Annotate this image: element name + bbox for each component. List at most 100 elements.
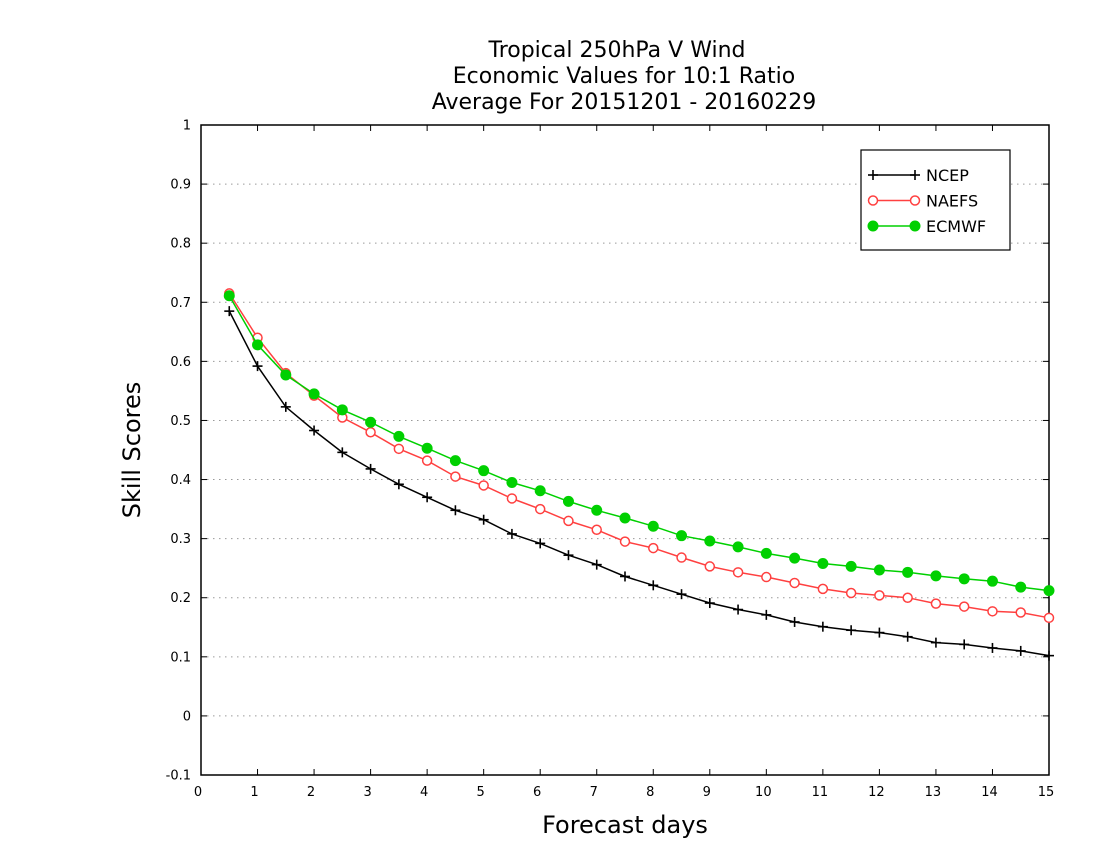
data-point-ecmwf xyxy=(704,535,716,547)
data-point-ncep xyxy=(337,447,348,458)
data-point-ncep xyxy=(959,639,970,650)
title-line-1: Tropical 250hPa V Wind xyxy=(487,38,745,63)
x-tick-label: 4 xyxy=(420,785,428,800)
legend-entry-naefs: NAEFS xyxy=(867,192,978,211)
data-point-ecmwf xyxy=(478,465,490,477)
data-point-ecmwf xyxy=(902,566,914,578)
data-point-ecmwf xyxy=(223,290,235,302)
data-point-naefs xyxy=(365,427,376,438)
x-tick-label: 10 xyxy=(755,785,772,800)
plot-frame xyxy=(200,124,1050,776)
data-point-ecmwf xyxy=(421,442,433,454)
data-point-ecmwf xyxy=(1043,585,1055,597)
data-point-ecmwf xyxy=(732,541,744,553)
data-point-ncep xyxy=(280,401,291,412)
data-point-naefs xyxy=(1015,607,1026,618)
data-point-naefs xyxy=(1043,612,1055,624)
x-tick-label: 14 xyxy=(981,785,998,800)
data-point-naefs xyxy=(704,561,716,572)
y-tick-label: 0 xyxy=(183,709,191,724)
data-point-ncep xyxy=(591,559,602,570)
data-point-ncep xyxy=(704,598,715,609)
data-point-ecmwf xyxy=(760,547,772,559)
series-lines xyxy=(223,288,1055,661)
x-tick-label: 5 xyxy=(477,785,485,800)
y-tick-labels: -0.1 0 0.1 0.2 0.3 0.4 0.5 0.6 0.7 0.8 0.9 1 xyxy=(166,119,191,784)
legend-marker-ecmwf xyxy=(867,220,879,232)
y-tick-label: 0.4 xyxy=(170,473,191,488)
data-point-ecmwf xyxy=(930,570,942,582)
y-tick-label: 0.1 xyxy=(170,650,191,665)
data-point-naefs xyxy=(478,480,489,491)
legend-marker-ecmwf xyxy=(909,220,921,232)
title-line-3: Average For 20151201 - 20160229 xyxy=(432,90,817,115)
data-point-naefs xyxy=(648,542,659,554)
legend-marker-ncep xyxy=(910,170,920,180)
data-point-ncep xyxy=(506,528,517,539)
data-point-ecmwf xyxy=(817,557,829,569)
y-tick-label: 0.2 xyxy=(170,591,191,606)
data-point-ncep xyxy=(817,621,828,632)
data-point-ncep xyxy=(422,492,433,503)
series-line-ecmwf xyxy=(228,295,1050,592)
series-line-ncep xyxy=(228,310,1050,657)
x-tick-label: 3 xyxy=(363,785,371,800)
data-point-ecmwf xyxy=(676,530,688,542)
y-tick-label: 0.3 xyxy=(170,532,191,547)
legend-marker-naefs xyxy=(867,195,879,206)
legend-label-ecmwf: ECMWF xyxy=(926,217,986,236)
data-point-ecmwf xyxy=(562,495,574,507)
series-ecmwf xyxy=(223,290,1055,597)
x-tick-label: 13 xyxy=(925,785,942,800)
x-tick-label: 1 xyxy=(250,785,258,800)
data-point-ncep xyxy=(874,627,885,638)
data-point-ncep xyxy=(1044,650,1054,661)
x-tick-label: 8 xyxy=(646,785,654,800)
data-point-ecmwf xyxy=(647,520,659,532)
data-point-naefs xyxy=(789,577,800,589)
series-ncep xyxy=(224,306,1054,661)
data-point-ecmwf xyxy=(1015,581,1027,593)
legend-label-naefs: NAEFS xyxy=(926,192,978,211)
legend: NCEP NAEFS ECMWF xyxy=(860,149,1011,251)
data-point-ecmwf xyxy=(591,504,603,516)
series-line-naefs xyxy=(228,292,1050,619)
data-point-naefs xyxy=(902,592,913,603)
data-point-ncep xyxy=(309,425,320,436)
legend-entries: NCEP NAEFS ECMWF xyxy=(867,166,986,236)
data-point-ncep xyxy=(620,571,630,582)
data-point-ecmwf xyxy=(789,552,801,564)
data-point-ecmwf xyxy=(534,485,546,497)
data-point-naefs xyxy=(987,606,998,617)
legend-marker-ncep xyxy=(868,170,878,180)
data-point-naefs xyxy=(761,571,772,583)
data-point-ncep xyxy=(846,625,857,636)
x-tick-label: 6 xyxy=(533,785,541,800)
data-point-ncep xyxy=(450,505,461,516)
y-tick-label: 0.6 xyxy=(170,355,191,370)
data-point-ecmwf xyxy=(873,564,885,576)
data-point-ecmwf xyxy=(986,575,998,587)
y-tick-label: -0.1 xyxy=(166,769,191,784)
x-tick-label: 2 xyxy=(307,785,315,800)
data-point-ecmwf xyxy=(958,573,970,585)
data-point-ncep xyxy=(563,550,574,561)
data-point-ecmwf xyxy=(449,455,461,467)
data-point-ecmwf xyxy=(336,404,348,416)
data-point-ncep xyxy=(1015,645,1026,656)
data-point-ncep xyxy=(676,589,687,600)
data-point-naefs xyxy=(506,493,518,504)
data-point-ecmwf xyxy=(845,560,857,572)
data-point-ncep xyxy=(365,463,376,474)
data-point-ncep xyxy=(648,580,659,591)
data-point-naefs xyxy=(732,567,744,578)
data-point-naefs xyxy=(450,471,461,482)
data-point-naefs xyxy=(874,590,885,601)
legend-entry-ncep: NCEP xyxy=(868,166,969,185)
data-point-ncep xyxy=(733,604,744,615)
data-point-naefs xyxy=(845,587,857,599)
data-point-ecmwf xyxy=(619,512,631,524)
x-tick-label: 12 xyxy=(868,785,885,800)
data-point-naefs xyxy=(958,601,970,612)
x-tick-label: 0 xyxy=(194,785,202,800)
